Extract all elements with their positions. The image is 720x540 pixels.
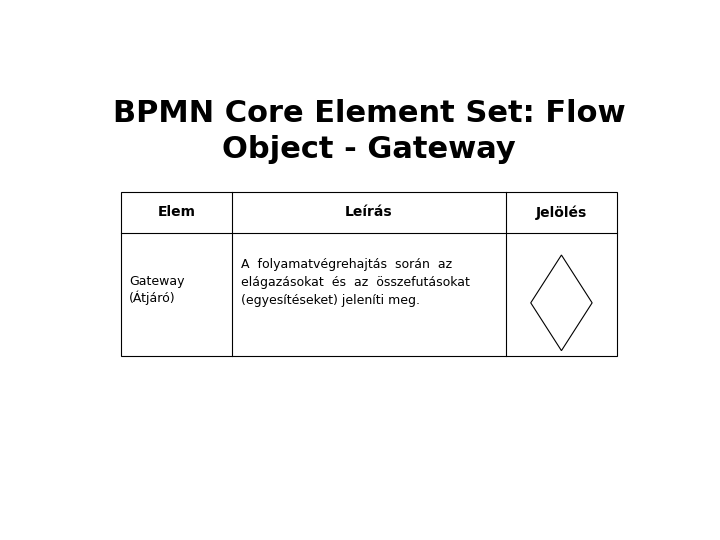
Text: Gateway
(Átjáró): Gateway (Átjáró) xyxy=(129,275,184,305)
Text: A  folyamatvégrehajtás  során  az
elágazásokat  és  az  összefutásokat
(egyesíté: A folyamatvégrehajtás során az elágazáso… xyxy=(240,258,469,307)
Text: Elem: Elem xyxy=(158,205,196,219)
Text: Jelölés: Jelölés xyxy=(536,205,587,220)
Polygon shape xyxy=(531,255,592,350)
Bar xyxy=(121,192,617,356)
Text: Leírás: Leírás xyxy=(345,205,393,219)
Text: BPMN Core Element Set: Flow
Object - Gateway: BPMN Core Element Set: Flow Object - Gat… xyxy=(113,99,625,164)
